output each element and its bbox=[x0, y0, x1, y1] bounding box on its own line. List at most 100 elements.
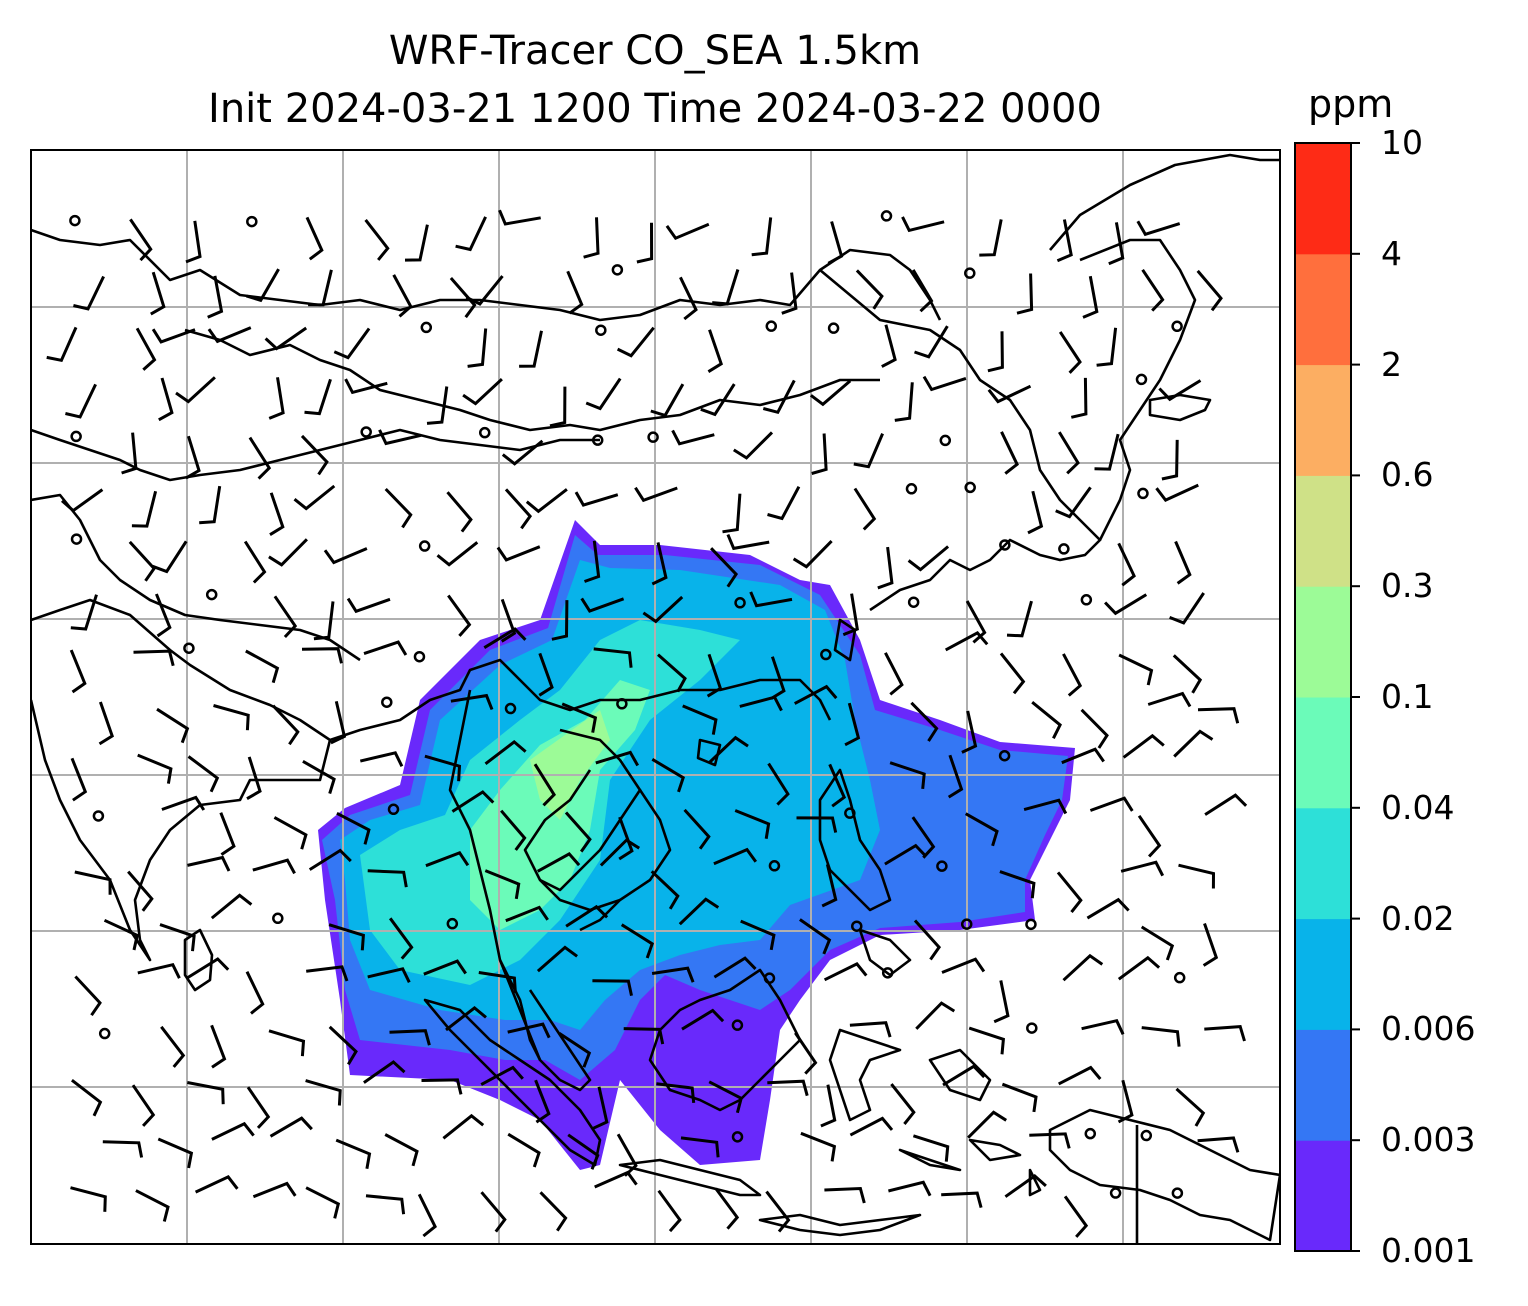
calm-wind-circle bbox=[1140, 1129, 1153, 1142]
wind-barb bbox=[308, 269, 333, 307]
calm-wind-circle bbox=[880, 210, 893, 222]
wind-barb bbox=[333, 327, 371, 360]
wind-barb bbox=[129, 218, 153, 262]
wind-barb bbox=[243, 540, 267, 584]
colorbar-tick-label: 0.02 bbox=[1381, 898, 1455, 938]
calm-wind-circle bbox=[98, 1027, 111, 1040]
wind-barb bbox=[1006, 600, 1033, 638]
calm-wind-circle bbox=[960, 918, 973, 930]
wind-barb bbox=[810, 379, 852, 407]
wind-barb bbox=[103, 918, 139, 951]
map-title-line-1: WRF-Tracer CO_SEA 1.5km bbox=[388, 28, 922, 74]
wind-barb bbox=[128, 540, 157, 582]
wind-barb bbox=[328, 923, 365, 951]
wind-barb bbox=[533, 763, 557, 807]
wind-barb bbox=[961, 710, 978, 754]
wind-barb bbox=[656, 1082, 696, 1104]
wind-barb bbox=[534, 1079, 551, 1124]
wind-barb bbox=[623, 1027, 665, 1045]
wind-barb bbox=[335, 1138, 372, 1169]
wind-barb bbox=[968, 1026, 1006, 1055]
map-title-line-2: Init 2024-03-21 1200 Time 2024-03-22 000… bbox=[208, 86, 1102, 132]
wind-barb bbox=[657, 653, 687, 693]
wind-barb bbox=[185, 220, 202, 264]
wind-barb bbox=[467, 328, 488, 368]
wind-barb bbox=[890, 1083, 916, 1125]
wind-barb bbox=[1196, 269, 1223, 312]
wind-barb bbox=[1117, 1079, 1134, 1124]
calm-wind-circle bbox=[70, 430, 82, 443]
colorbar-bin-0 bbox=[1295, 1140, 1351, 1252]
wind-barb bbox=[713, 956, 757, 979]
colorbar-tick-label: 4 bbox=[1381, 233, 1402, 273]
wind-barb bbox=[1178, 863, 1216, 889]
wind-barb bbox=[69, 649, 87, 694]
wind-barb bbox=[73, 275, 105, 311]
wind-barb bbox=[152, 540, 188, 574]
wind-barb bbox=[799, 918, 832, 955]
colorbar-bin-2 bbox=[1295, 918, 1351, 1030]
wind-barb bbox=[484, 739, 527, 765]
wind-barb bbox=[853, 487, 877, 531]
wind-barb bbox=[964, 812, 999, 847]
wind-barb bbox=[445, 1005, 487, 1032]
wind-barb bbox=[213, 704, 250, 731]
wind-barb bbox=[592, 1086, 609, 1130]
wind-barb bbox=[359, 751, 404, 767]
wind-barb bbox=[792, 540, 833, 569]
wind-barb bbox=[941, 957, 986, 974]
wind-barb bbox=[121, 432, 138, 475]
wind-barb bbox=[999, 870, 1036, 899]
wind-barb bbox=[455, 216, 487, 252]
wind-barb bbox=[965, 600, 987, 644]
wind-barb bbox=[336, 811, 371, 845]
wind-barb bbox=[712, 269, 740, 306]
wind-barb bbox=[681, 1008, 725, 1031]
wind-barb bbox=[580, 597, 625, 613]
calm-wind-circle bbox=[504, 702, 517, 715]
wind-barb bbox=[734, 809, 771, 839]
wind-barb bbox=[426, 386, 449, 425]
wind-barb bbox=[392, 274, 413, 318]
calm-wind-circle bbox=[478, 426, 491, 439]
calm-wind-circle bbox=[591, 434, 604, 446]
wind-barb bbox=[913, 919, 942, 961]
wind-barb bbox=[1080, 708, 1109, 749]
wind-barb bbox=[210, 1024, 227, 1069]
colorbar-bin-9 bbox=[1295, 143, 1351, 255]
wind-barb bbox=[849, 1116, 894, 1137]
wind-barb bbox=[185, 435, 201, 480]
wind-barb bbox=[417, 1193, 437, 1238]
wind-barb bbox=[811, 433, 828, 475]
wind-barb bbox=[592, 979, 633, 997]
wind-barb bbox=[911, 816, 936, 859]
wind-barb bbox=[158, 377, 174, 422]
wind-barb bbox=[425, 850, 470, 868]
wind-barb bbox=[187, 855, 231, 872]
wind-barb bbox=[901, 216, 945, 233]
wind-barb bbox=[911, 269, 934, 313]
wind-barb bbox=[800, 1131, 837, 1162]
wind-barb bbox=[821, 864, 838, 908]
wind-barb bbox=[131, 490, 158, 528]
calm-wind-circle bbox=[381, 696, 393, 708]
wind-barb bbox=[442, 1113, 485, 1140]
wind-barb bbox=[194, 1175, 239, 1194]
wind-barb bbox=[1161, 439, 1179, 481]
wind-barb bbox=[159, 923, 196, 952]
wind-barb bbox=[894, 382, 914, 422]
wind-barb bbox=[1117, 542, 1136, 587]
wind-barb bbox=[367, 967, 411, 983]
wind-barb bbox=[367, 869, 408, 888]
wind-barb bbox=[823, 962, 868, 982]
wind-barb bbox=[707, 329, 724, 373]
wind-barb bbox=[365, 1194, 406, 1215]
wind-barb bbox=[1158, 379, 1202, 402]
wind-barb bbox=[1118, 653, 1154, 686]
wind-barb bbox=[252, 858, 296, 875]
calm-wind-circle bbox=[616, 698, 628, 710]
wind-barb bbox=[1147, 691, 1192, 708]
wind-barb bbox=[1155, 483, 1199, 502]
wind-barb bbox=[1096, 327, 1118, 367]
